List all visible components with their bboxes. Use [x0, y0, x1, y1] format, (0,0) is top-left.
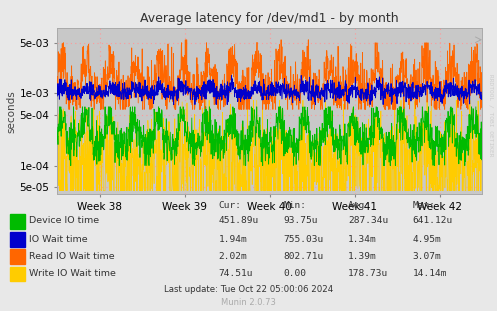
Text: Munin 2.0.73: Munin 2.0.73 — [221, 298, 276, 307]
Text: 755.03u: 755.03u — [283, 235, 324, 244]
Text: 0.00: 0.00 — [283, 269, 306, 278]
Title: Average latency for /dev/md1 - by month: Average latency for /dev/md1 - by month — [140, 12, 399, 26]
Text: 2.02m: 2.02m — [219, 252, 248, 261]
Text: Min:: Min: — [283, 201, 306, 210]
Text: Device IO time: Device IO time — [29, 216, 99, 225]
Y-axis label: seconds: seconds — [7, 90, 17, 132]
Text: 74.51u: 74.51u — [219, 269, 253, 278]
Text: 802.71u: 802.71u — [283, 252, 324, 261]
Text: 14.14m: 14.14m — [413, 269, 447, 278]
Text: IO Wait time: IO Wait time — [29, 235, 87, 244]
Text: Last update: Tue Oct 22 05:00:06 2024: Last update: Tue Oct 22 05:00:06 2024 — [164, 285, 333, 294]
Text: 287.34u: 287.34u — [348, 216, 388, 225]
Text: 4.95m: 4.95m — [413, 235, 441, 244]
Text: 178.73u: 178.73u — [348, 269, 388, 278]
Text: RRDTOOL / TOBI OETIKER: RRDTOOL / TOBI OETIKER — [489, 74, 494, 156]
Text: 641.12u: 641.12u — [413, 216, 453, 225]
Text: 3.07m: 3.07m — [413, 252, 441, 261]
Text: Cur:: Cur: — [219, 201, 242, 210]
Text: Read IO Wait time: Read IO Wait time — [29, 252, 114, 261]
Text: 1.34m: 1.34m — [348, 235, 377, 244]
Text: 1.39m: 1.39m — [348, 252, 377, 261]
Text: Write IO Wait time: Write IO Wait time — [29, 269, 116, 278]
Text: Avg:: Avg: — [348, 201, 371, 210]
Text: 451.89u: 451.89u — [219, 216, 259, 225]
Text: 93.75u: 93.75u — [283, 216, 318, 225]
Text: Max:: Max: — [413, 201, 435, 210]
Text: 1.94m: 1.94m — [219, 235, 248, 244]
